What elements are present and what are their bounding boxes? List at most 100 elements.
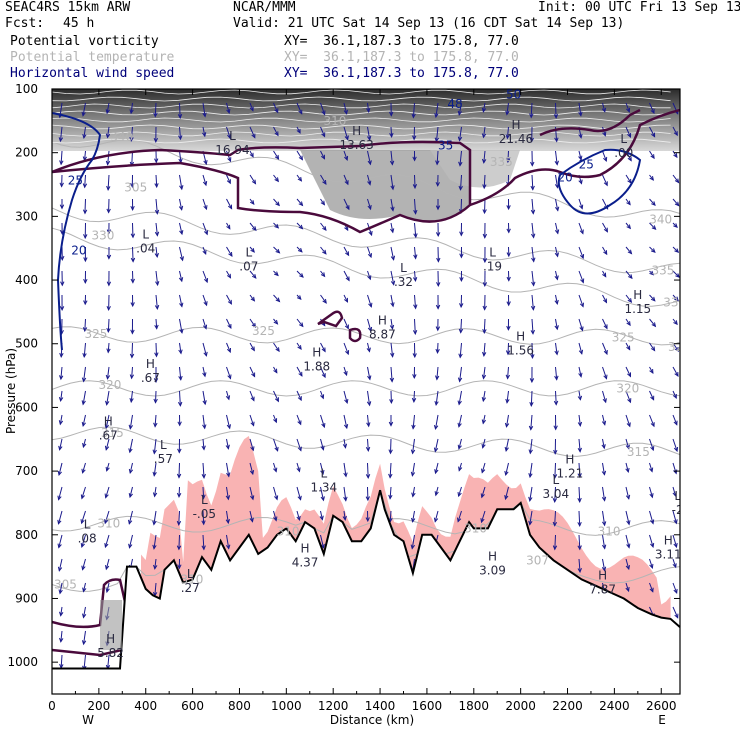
wind-vector-arrow [459,150,462,166]
wind-vector-head [321,132,326,138]
wind-vector-arrow [296,366,303,377]
wind-vector-arrow [343,366,348,376]
wind-vector-head [202,424,207,430]
wind-vector-arrow [411,462,415,476]
wind-vector-head [410,449,416,455]
wind-vector-arrow [202,486,205,499]
wind-vector-head [59,160,64,166]
theta-contour-line [52,426,680,457]
wind-vector-arrow [83,366,86,382]
wind-vector-head [152,544,157,550]
wind-vector-head [434,491,439,497]
wind-vector-arrow [104,534,110,548]
wind-vector-head [651,132,656,138]
wind-vector-arrow [82,414,86,427]
pv-contour-tropopause-east [469,108,680,207]
wind-vector-head [480,518,485,524]
wind-vector-arrow [435,390,439,405]
wind-vector-head [552,521,558,527]
wind-vector-arrow [531,222,535,238]
wind-vector-head [273,516,278,522]
wind-vector-arrow [458,390,462,405]
wind-vector-arrow [153,462,157,476]
wind-vector-arrow [555,198,559,211]
wind-vector-head [60,281,65,287]
wind-vector-head [673,153,678,159]
wind-vector-arrow [531,174,534,190]
wind-vector-arrow [178,510,180,525]
wind-vector-head [251,226,257,232]
wind-vector-head [250,296,256,302]
wind-vector-head [57,470,62,476]
theta-label: 305 [54,577,77,591]
wind-vector-head [202,249,207,255]
wind-vector-arrow [531,270,535,286]
wind-vector-arrow [649,222,656,230]
wind-vector-head [505,374,511,380]
forecast-label: Fcst: [5,16,45,31]
wind-vector-head [388,449,393,455]
wind-vector-head [412,135,417,141]
extremum-type: H [352,124,361,138]
wind-vector-arrow [672,414,678,425]
wind-vector-head [651,201,656,207]
wind-vector-arrow [602,294,607,303]
wind-vector-arrow [412,486,415,497]
wind-vector-arrow [672,126,678,136]
wind-vector-arrow [459,342,462,358]
wind-vector-arrow [296,438,302,451]
wind-vector-head [628,274,633,280]
wind-vector-head [342,515,347,521]
extremum-value: .07 [239,259,258,273]
wind-vector-arrow [249,102,254,111]
wind-vector-arrow [578,414,581,426]
wind-vector-arrow [249,342,255,351]
wind-vector-head [365,517,370,523]
wind-vector-head [106,306,111,312]
wind-vector-arrow [153,534,157,549]
wind-vector-head [274,108,279,114]
wind-vector-arrow [649,558,653,569]
wind-vector-arrow [58,486,63,500]
wind-vector-arrow [226,510,229,524]
wind-vector-head [674,201,680,207]
wind-contour-label: 25 [68,174,83,188]
wind-vector-arrow [320,438,324,450]
wind-vector-arrow [320,510,323,520]
wind-vector-arrow [154,582,157,596]
wind-vector-head [435,375,440,381]
extremum-type: H [633,288,642,302]
wind-vector-head [578,372,583,378]
y-axis-title: Pressure (hPa) [4,348,18,434]
wind-vector-head [249,152,254,158]
x-tick-label: 1200 [318,699,349,713]
wind-vector-head [299,273,304,278]
field-xy-pv: XY= 36.1,187.3 to 175.8, 77.0 [284,34,519,49]
wind-vector-arrow [459,366,462,382]
wind-vector-head [366,135,372,141]
terrain-layer [52,489,681,694]
wind-vector-arrow [273,126,279,136]
wind-vector-arrow [60,150,63,165]
wind-vector-head [322,298,327,304]
wind-vector-head [433,424,439,431]
wind-vector-arrow [578,486,581,502]
wind-vector-head [577,522,582,528]
wind-vector-head [59,352,64,358]
wind-vector-head [57,495,62,501]
wind-vector-head [320,394,325,400]
wind-vector-head [177,114,183,120]
wind-vector-arrow [367,174,371,185]
wind-vector-head [603,156,608,162]
wind-vector-head [250,446,255,452]
wind-contour-label: 20 [71,244,86,258]
wind-vector-arrow [343,270,350,281]
wind-vector-head [344,398,349,404]
extremum-value: 13.63 [339,138,373,152]
extremum-type: H [378,314,387,328]
wind-vector-head [296,467,301,473]
wind-vector-head [674,613,679,619]
wind-vector-arrow [320,174,327,185]
y-tick-label: 600 [15,400,38,414]
wind-vector-arrow [273,342,280,352]
